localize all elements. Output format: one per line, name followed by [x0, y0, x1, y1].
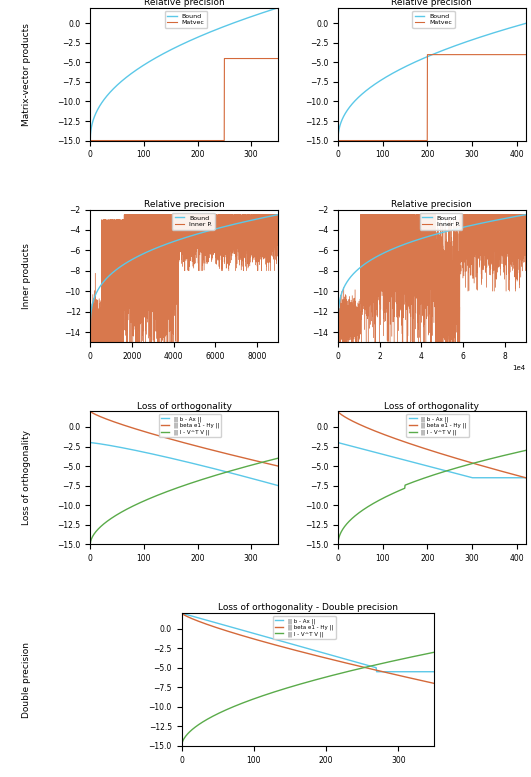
Text: Inner products: Inner products	[22, 243, 31, 309]
Text: Matrix-vector products: Matrix-vector products	[22, 23, 31, 126]
Title: Loss of orthogonality: Loss of orthogonality	[136, 402, 232, 410]
Legend: Bound, Inner P.: Bound, Inner P.	[172, 213, 215, 230]
Title: Relative precision: Relative precision	[144, 200, 225, 209]
Title: Loss of orthogonality: Loss of orthogonality	[384, 402, 479, 410]
Legend: Bound, Matvec: Bound, Matvec	[413, 11, 455, 28]
Title: Relative precision: Relative precision	[391, 0, 472, 7]
Text: Double precision: Double precision	[22, 642, 31, 717]
Legend: || b - Ax ||, || beta e1 - Hy ||, || I - V^T V ||: || b - Ax ||, || beta e1 - Hy ||, || I -…	[273, 616, 336, 639]
Legend: || b - Ax ||, || beta e1 - Hy ||, || I - V^T V ||: || b - Ax ||, || beta e1 - Hy ||, || I -…	[159, 414, 221, 437]
Text: Loss of orthogonality: Loss of orthogonality	[22, 430, 31, 525]
Title: Relative precision: Relative precision	[144, 0, 225, 7]
Legend: || b - Ax ||, || beta e1 - Hy ||, || I - V^T V ||: || b - Ax ||, || beta e1 - Hy ||, || I -…	[406, 414, 469, 437]
Legend: Bound, Inner P.: Bound, Inner P.	[420, 213, 463, 230]
Legend: Bound, Matvec: Bound, Matvec	[165, 11, 207, 28]
Title: Relative precision: Relative precision	[391, 200, 472, 209]
Title: Loss of orthogonality - Double precision: Loss of orthogonality - Double precision	[218, 604, 398, 612]
